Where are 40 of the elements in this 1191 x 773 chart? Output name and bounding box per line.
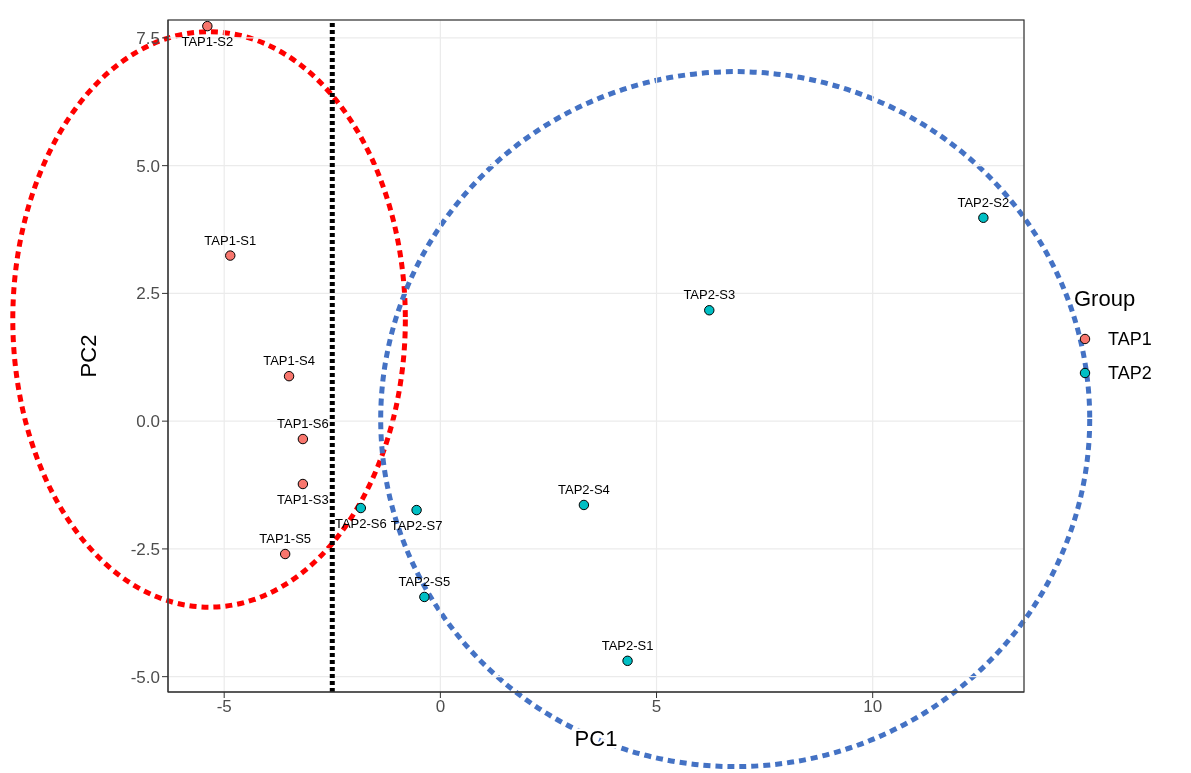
x-tick-label: 5 (651, 697, 662, 717)
point (225, 250, 236, 261)
annotation: TAP1-S3 (276, 492, 329, 508)
annotation: TAP2-S4 (558, 481, 610, 497)
y-tick-label: -2.5 (130, 539, 160, 559)
annotation: TAP2-S2 (957, 194, 1010, 210)
annotation: TAP2-S1 (601, 637, 654, 653)
point (202, 20, 213, 32)
point (704, 305, 715, 316)
annotation: TAP2-S6 (334, 516, 387, 532)
point (297, 478, 309, 490)
point (411, 504, 422, 516)
legend-label: TAP2 (1108, 362, 1152, 384)
annotation: TAP2-S5 (398, 573, 451, 589)
annotation: TAP1-S5 (259, 531, 312, 547)
point (283, 370, 295, 382)
annotation: TAP1-S6 (276, 416, 329, 432)
point (978, 212, 989, 223)
point (297, 433, 309, 445)
y-tick-label: 0.0 (136, 412, 160, 432)
x-tick-label: 10 (863, 697, 883, 717)
annotation: TAP1-S1 (204, 232, 257, 248)
point (355, 502, 367, 514)
point (279, 548, 291, 560)
point (622, 655, 633, 667)
x-tick-label: -5 (216, 697, 232, 717)
y-tick-label: -5.0 (130, 667, 160, 687)
annotation: TAP1-S4 (263, 353, 315, 369)
y-tick-label: 5.0 (136, 156, 160, 176)
annotation: TAP1-S2 (181, 34, 234, 50)
annotation: TAP2-S7 (390, 518, 443, 534)
y-axis-title: PC2 (75, 334, 101, 378)
point (578, 499, 590, 511)
y-tick-label: 2.5 (136, 284, 160, 304)
y-tick-label: 7.5 (136, 28, 160, 48)
legend-title: Group (1074, 286, 1137, 312)
point (419, 591, 430, 603)
x-tick-label: 0 (435, 697, 446, 717)
annotation: TAP2-S3 (683, 287, 736, 303)
legend-label: TAP1 (1108, 328, 1152, 350)
